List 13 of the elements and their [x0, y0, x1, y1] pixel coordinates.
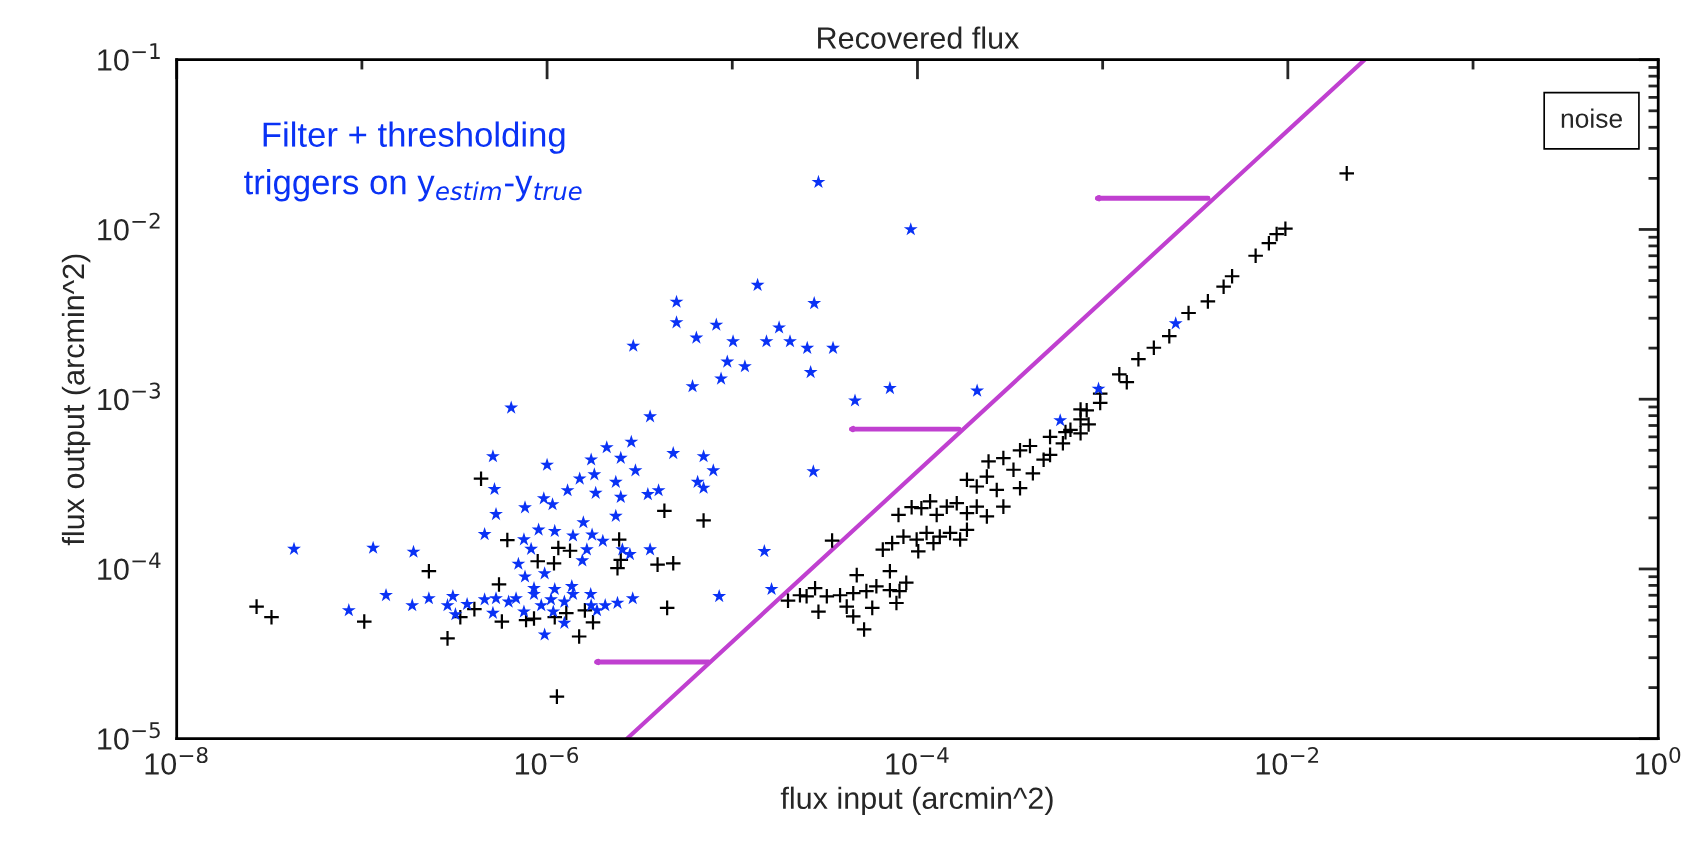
x-tick-label: 10$^{−2}$ [1256, 746, 1319, 775]
y-tick-label: 10$^{−4}$ [98, 552, 161, 581]
chart-title: Recovered flux [818, 26, 1020, 49]
annotation: noise [1561, 108, 1622, 128]
x-axis-title: flux input (arcmin^2) [780, 786, 1053, 816]
annotation: Filter + thresholding triggers on y$_{estim}$-y$_{true}$ [244, 121, 582, 202]
x-tick-label: 10$^{0}$ [1636, 746, 1681, 775]
y-tick-label: 10$^{−1}$ [98, 43, 160, 71]
x-tick-label: 10$^{−6}$ [515, 746, 579, 775]
y-tick-label: 10$^{−2}$ [98, 212, 160, 241]
x-tick-label: 10$^{−4}$ [886, 747, 949, 775]
y-axis-title: flux output (arcmin^2) [61, 254, 91, 546]
y-tick-label: 10$^{−3}$ [98, 382, 160, 411]
